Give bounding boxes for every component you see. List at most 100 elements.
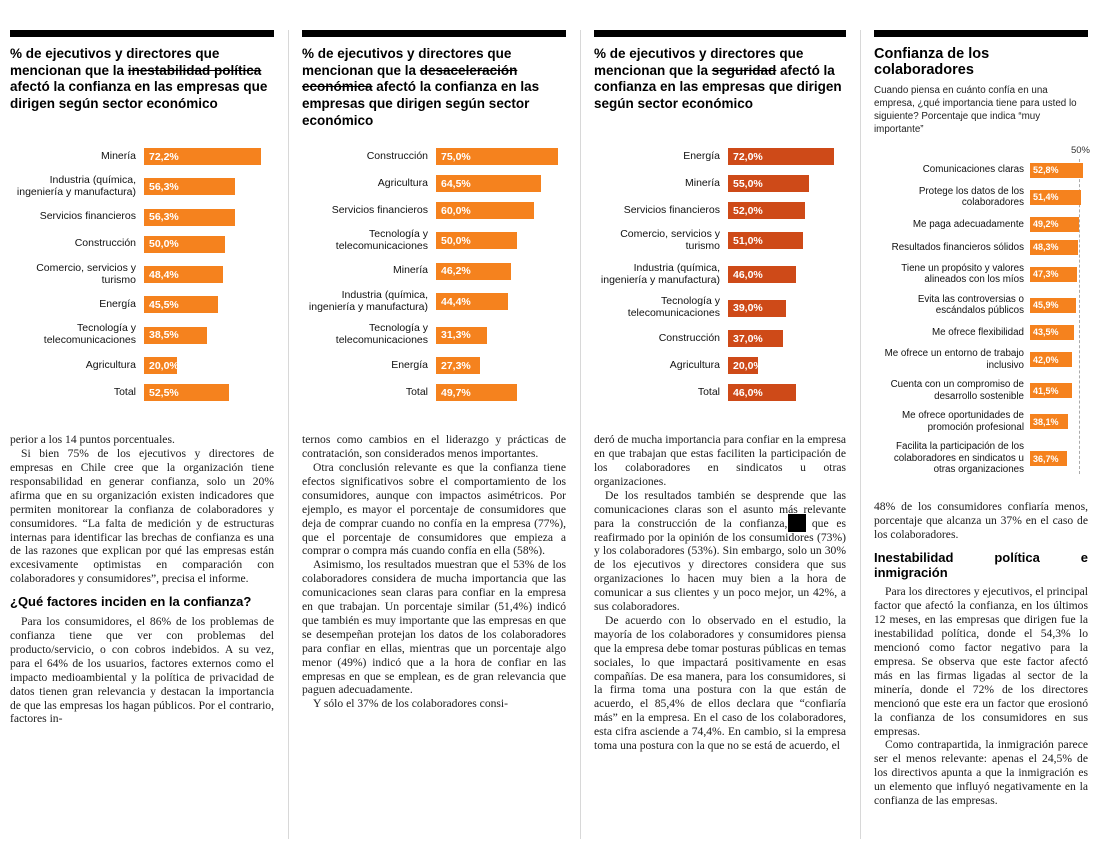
bar-value-label: 60,0%: [441, 204, 471, 217]
bar-category-label: Industria (química, ingeniería y manufac…: [16, 174, 136, 198]
bar-value-label: 37,0%: [733, 332, 763, 345]
bar-value-label: 48,3%: [1033, 242, 1059, 253]
bar: 47,3%: [1030, 266, 1078, 282]
bar-category-label: Tiene un propósito y valores alineados c…: [901, 262, 1024, 286]
bar-area: 48,3%: [1030, 239, 1088, 255]
bar-category-label: Industria (química, ingeniería y manufac…: [308, 288, 428, 313]
bar-category-label: Construcción: [658, 331, 720, 344]
bar-category-label: Servicios financieros: [331, 203, 428, 216]
bar-area: 46,2%: [436, 262, 566, 280]
black-square-marker: [788, 514, 806, 532]
section-heading-instability-immigration: Inestabilidad política e inmigración: [874, 549, 1088, 580]
bar: 52,5%: [144, 384, 230, 402]
chart-title-suffix: afectó la confianza en las empresas que …: [10, 79, 268, 112]
chart-title-political-instability: % de ejecutivos y directores que mencion…: [10, 46, 274, 134]
axis-50-percent-label: 50%: [1070, 144, 1090, 156]
bar-category-label: Resultados financieros sólidos: [891, 241, 1024, 253]
bar-category-label: Construcción: [74, 237, 136, 250]
bar: 36,7%: [1030, 451, 1067, 467]
bar-category-label: Agricultura: [377, 176, 428, 189]
bar-category-label: Tecnología y telecomunicaciones: [335, 228, 428, 252]
bar-category-label: Servicios financieros: [623, 203, 720, 216]
bar-category-label: Tecnología y telecomunicaciones: [627, 295, 720, 320]
bar-area: 75,0%: [436, 148, 566, 165]
bar: 56,3%: [144, 178, 236, 196]
paragraph: De acuerdo con lo observado en el estudi…: [594, 613, 846, 753]
bar-row: Me ofrece oportunidades de promoción pro…: [874, 410, 1088, 433]
bar-row: Me ofrece flexibilidad 43,5%: [874, 324, 1088, 340]
bar-area: 27,3%: [436, 357, 566, 375]
paragraph: Para los directores y ejecutivos, el pri…: [874, 585, 1088, 738]
bar-row: Industria (química, ingeniería y manufac…: [594, 262, 846, 287]
bar-area: 43,5%: [1030, 324, 1088, 340]
bar: 46,2%: [436, 262, 512, 280]
bar-value-label: 45,5%: [149, 298, 179, 311]
bar-category-label: Comercio, servicios y turismo: [36, 261, 136, 286]
bar-category-label: Servicios financieros: [39, 210, 136, 223]
bar-category-label: Minería: [100, 149, 136, 162]
bar: 75,0%: [436, 148, 558, 165]
bar-area: 60,0%: [436, 202, 566, 219]
bar-row: Total 49,7%: [302, 384, 566, 402]
bar-area: 20,0%: [144, 357, 274, 375]
bar: 55,0%: [728, 175, 810, 192]
bar-area: 36,7%: [1030, 451, 1088, 467]
bar-area: 45,9%: [1030, 297, 1088, 313]
bar-value-label: 38,1%: [1033, 416, 1059, 427]
bar-category-label: Agricultura: [669, 358, 720, 371]
bar-value-label: 64,5%: [441, 177, 471, 190]
bar-value-label: 55,0%: [733, 177, 763, 190]
bar-row: Agricultura 20,0%: [10, 357, 274, 375]
bar-area: 38,1%: [1030, 414, 1088, 430]
bar-value-label: 46,2%: [441, 265, 471, 278]
bar: 27,3%: [436, 357, 481, 375]
bar-category-label: Me ofrece un entorno de trabajo inclusiv…: [884, 347, 1024, 371]
bar-category-label: Tecnología y telecomunicaciones: [335, 322, 428, 347]
bar-row: Total 46,0%: [594, 384, 846, 402]
bar-chart-collaborator-trust: 50% Comunicaciones claras 52,8% Protege lo…: [874, 143, 1090, 476]
bar-category-label: Energía: [683, 149, 720, 162]
chart-title-prefix: % de ejecutivos y directores que mencion…: [594, 46, 804, 78]
paragraph: deró de mucha importancia para confiar e…: [594, 433, 846, 488]
bar-value-label: 75,0%: [441, 150, 471, 163]
chart-title-suffix: afectó la confianza en las empresas que …: [302, 79, 540, 128]
bar-value-label: 36,7%: [1033, 453, 1059, 464]
bar-area: 49,7%: [436, 384, 566, 402]
bar: 20,0%: [144, 357, 179, 375]
bar-row: Facilita la participación de los colabor…: [874, 441, 1088, 476]
bar: 49,7%: [436, 384, 517, 402]
bar-value-label: 42,0%: [1033, 354, 1059, 365]
bar-value-label: 51,4%: [1033, 192, 1059, 203]
bar-category-label: Minería: [684, 176, 720, 189]
bar-value-label: 20,0%: [733, 359, 763, 372]
bar-row: Comercio, servicios y turismo 51,0%: [594, 228, 846, 253]
axis-50-percent-gridline: [1079, 158, 1080, 474]
bar: 56,3%: [144, 208, 236, 226]
bar-area: 44,4%: [436, 293, 566, 311]
bar-row: Servicios financieros 52,0%: [594, 202, 846, 219]
bar-row: Me ofrece un entorno de trabajo inclusiv…: [874, 348, 1088, 371]
bar: 45,9%: [1030, 297, 1076, 313]
bar-value-label: 51,0%: [733, 234, 763, 247]
bar: 51,0%: [728, 232, 804, 250]
bar-value-label: 72,2%: [149, 150, 179, 163]
bar-category-label: Facilita la participación de los colabor…: [893, 441, 1024, 476]
bar: 51,4%: [1030, 189, 1082, 205]
bar-area: 50,0%: [436, 232, 566, 250]
bar-area: 45,5%: [144, 296, 274, 314]
bar-row: Cuenta con un compromiso de desarrollo s…: [874, 379, 1088, 402]
bar-value-label: 56,3%: [149, 211, 179, 224]
bar-area: 52,5%: [144, 384, 274, 402]
bar-row: Total 52,5%: [10, 384, 274, 402]
bar-area: 38,5%: [144, 326, 274, 344]
bar-row: Minería 55,0%: [594, 175, 846, 192]
bar-value-label: 20,0%: [149, 359, 179, 372]
bar-value-label: 52,0%: [733, 204, 763, 217]
bar-area: 49,2%: [1030, 216, 1088, 232]
bar-value-label: 43,5%: [1033, 327, 1059, 338]
bar-category-label: Minería: [392, 264, 428, 277]
bar-category-label: Evita las controversias o escándalos púb…: [917, 293, 1024, 317]
bar: 48,4%: [144, 266, 223, 284]
paragraph: Si bien 75% de los ejecutivos y director…: [10, 447, 274, 586]
